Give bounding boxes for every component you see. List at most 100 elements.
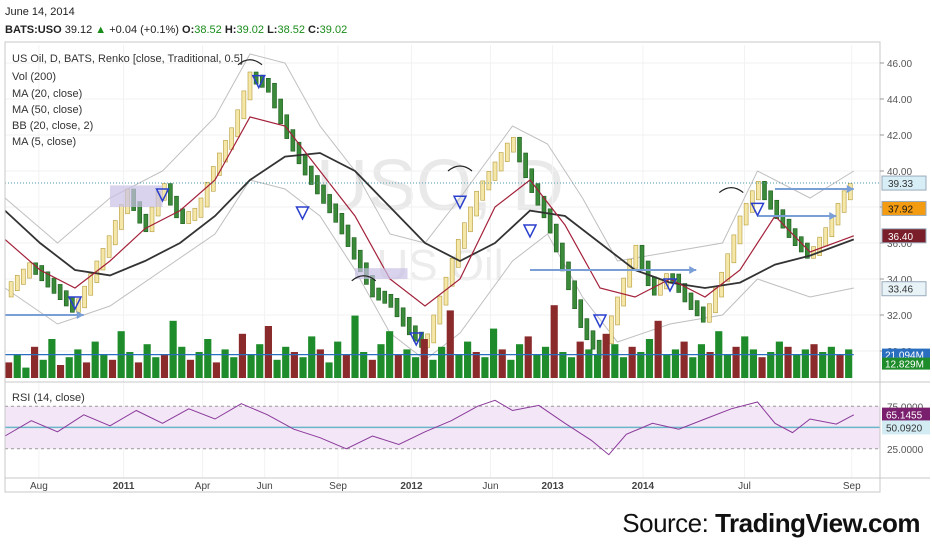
- volume-bar: [723, 354, 731, 378]
- volume-bar: [585, 349, 593, 378]
- renko-brick: [235, 109, 241, 138]
- volume-bar: [134, 362, 143, 378]
- volume-bar: [827, 346, 835, 378]
- volume-bar: [82, 362, 91, 378]
- time-tick-label: 2014: [632, 481, 655, 492]
- renko-brick: [737, 215, 743, 245]
- source-brand: TradingView.com: [715, 508, 920, 538]
- renko-brick: [609, 315, 614, 345]
- renko-brick: [762, 181, 767, 201]
- renko-brick: [615, 296, 620, 326]
- renko-brick: [560, 242, 565, 272]
- renko-brick: [198, 197, 204, 218]
- volume-bar: [576, 341, 584, 378]
- change-up-icon: ▲: [95, 24, 107, 36]
- renko-brick: [315, 175, 320, 195]
- legend-bb[interactable]: BB (20, close, 2): [12, 120, 94, 132]
- volume-bar: [793, 354, 801, 378]
- volume-bar: [836, 354, 844, 378]
- volume-bar: [308, 336, 316, 378]
- renko-brick: [437, 295, 443, 325]
- volume-bar: [186, 359, 195, 378]
- renko-brick: [266, 78, 271, 93]
- hand-drawn-arc: [718, 187, 744, 194]
- volume-bar: [178, 346, 186, 378]
- volume-bar: [464, 341, 472, 378]
- legend-ma50[interactable]: MA (50, close): [12, 104, 83, 116]
- symbol-name[interactable]: BATS:USO: [5, 24, 62, 36]
- renko-brick: [186, 211, 192, 224]
- renko-brick: [841, 190, 847, 213]
- pattern-triangle: [662, 278, 678, 293]
- legend-rsi[interactable]: RSI (14, close): [12, 392, 85, 404]
- price-tick-label: 32.00: [887, 311, 912, 322]
- volume-bar: [637, 352, 645, 378]
- legend-ma5[interactable]: MA (5, close): [12, 136, 77, 148]
- renko-brick: [449, 257, 455, 287]
- source-credit: Source: TradingView.com: [622, 508, 920, 539]
- volume-bar: [567, 357, 576, 378]
- source-prefix: Source:: [622, 508, 716, 538]
- renko-brick: [247, 71, 253, 101]
- volume-bar: [48, 339, 56, 378]
- renko-brick: [658, 279, 663, 296]
- volume-bar: [91, 341, 99, 378]
- legend-title: US Oil, D, BATS, Renko [close, Tradition…: [12, 53, 243, 65]
- renko-brick: [713, 287, 718, 314]
- volume-bar: [775, 341, 783, 378]
- time-tick-label: 2012: [400, 481, 423, 492]
- volume-bar: [507, 359, 515, 378]
- price-tick-label: 42.00: [887, 131, 912, 142]
- volume-bar: [256, 344, 264, 378]
- volume-bar: [368, 359, 376, 378]
- trend-arrow-head: [829, 212, 837, 220]
- renko-brick: [547, 208, 553, 234]
- volume-bar: [160, 354, 169, 378]
- rsi-label: 65.1455: [886, 411, 923, 422]
- legend-ma20[interactable]: MA (20, close): [12, 88, 83, 100]
- volume-bar: [13, 354, 21, 378]
- renko-brick: [694, 300, 700, 317]
- rsi-tick-label: 25.0000: [887, 445, 924, 456]
- price-chart[interactable]: USO, D US Oil 46.0044.0042.0040.0038.003…: [0, 0, 932, 500]
- volume-bar: [732, 346, 740, 378]
- volume-bar: [810, 344, 818, 378]
- rsi-label: 50.0920: [886, 423, 923, 434]
- volume-label: 21.094M: [885, 351, 924, 362]
- volume-bar: [126, 352, 134, 378]
- open-value: 38.52: [194, 24, 222, 36]
- renko-brick: [517, 136, 522, 163]
- renko-brick: [180, 208, 185, 224]
- renko-brick: [731, 234, 737, 264]
- breakout-arrow-head: [846, 185, 854, 193]
- close-label: C:: [308, 24, 320, 36]
- price-tick-label: 44.00: [887, 95, 912, 106]
- legend-vol[interactable]: Vol (200): [12, 71, 57, 83]
- renko-brick: [345, 224, 351, 247]
- volume-bar: [39, 359, 47, 378]
- volume-bar: [767, 352, 775, 378]
- volume-bar: [706, 352, 714, 378]
- volume-bar: [490, 328, 498, 378]
- renko-brick: [553, 223, 559, 253]
- volume-label-box: [882, 357, 930, 370]
- volume-label: 12.829M: [885, 360, 924, 371]
- price-tick-label: 36.00: [887, 239, 912, 250]
- renko-brick: [621, 277, 626, 307]
- volume-bar: [801, 349, 809, 378]
- volume-bar: [533, 354, 541, 378]
- renko-brick: [168, 183, 173, 206]
- volume-bar: [403, 349, 411, 378]
- renko-brick: [119, 204, 124, 230]
- price-change: +0.04 (+0.1%): [109, 24, 179, 36]
- ma50-line: [4, 152, 855, 289]
- renko-brick: [682, 283, 688, 303]
- volume-bar: [30, 346, 39, 378]
- renko-brick: [51, 277, 57, 294]
- volume-bar: [65, 357, 73, 378]
- renko-brick: [106, 235, 112, 258]
- renko-brick: [768, 190, 773, 210]
- volume-bar: [455, 354, 463, 378]
- renko-brick: [511, 136, 516, 153]
